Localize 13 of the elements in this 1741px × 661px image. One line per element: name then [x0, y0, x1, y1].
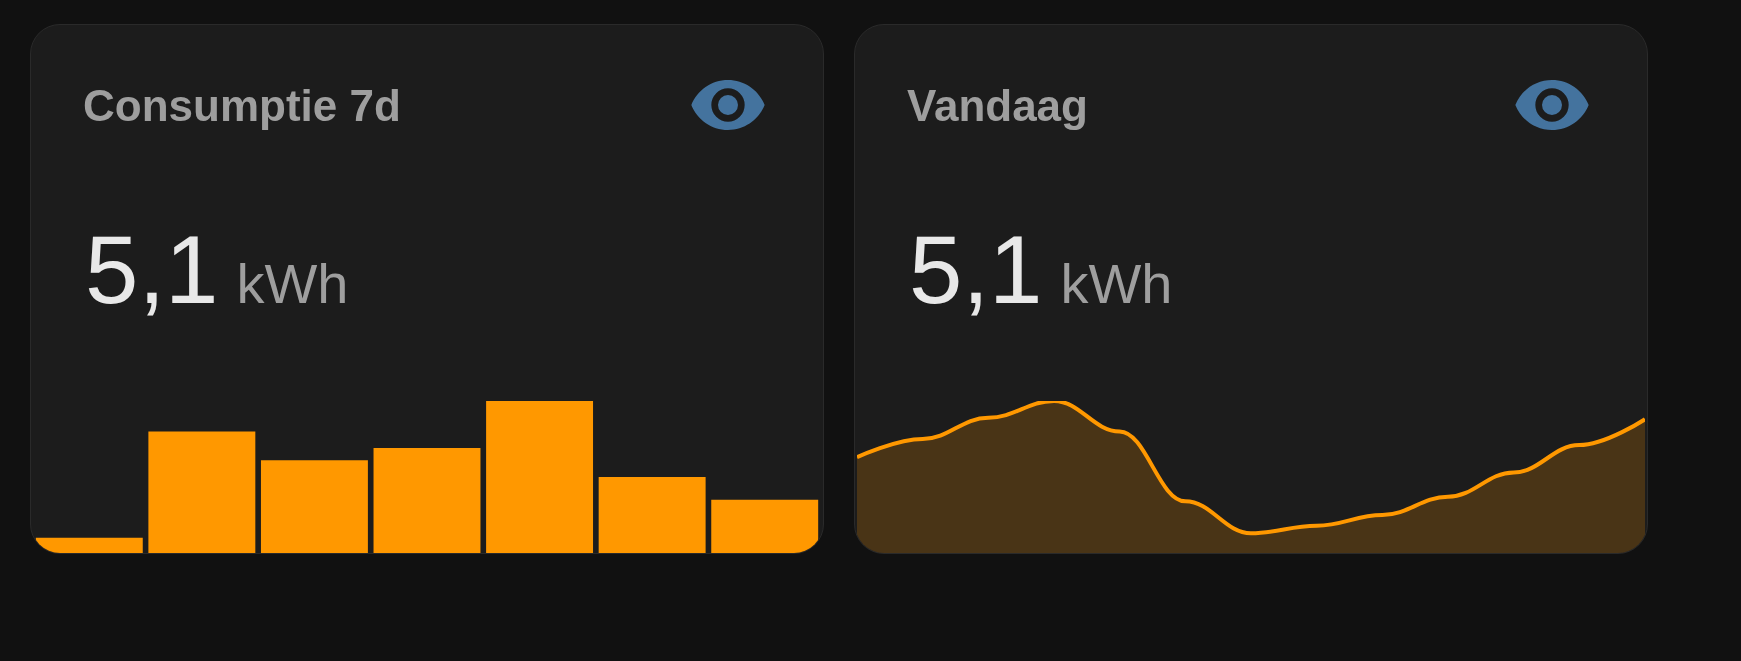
- text: 5,1: [85, 216, 219, 323]
- chart-title: Consumptie 7d: [83, 81, 401, 131]
- bar: [711, 499, 819, 553]
- text: kWh: [236, 252, 349, 315]
- bar: [598, 477, 706, 553]
- bar: [35, 537, 143, 553]
- bar: [260, 460, 368, 553]
- bar: [148, 431, 256, 553]
- chart-title: Vandaag: [907, 81, 1088, 131]
- bar: [486, 401, 594, 553]
- text: 5,1: [909, 216, 1043, 323]
- text: kWh: [1060, 252, 1173, 315]
- bar: [373, 448, 481, 553]
